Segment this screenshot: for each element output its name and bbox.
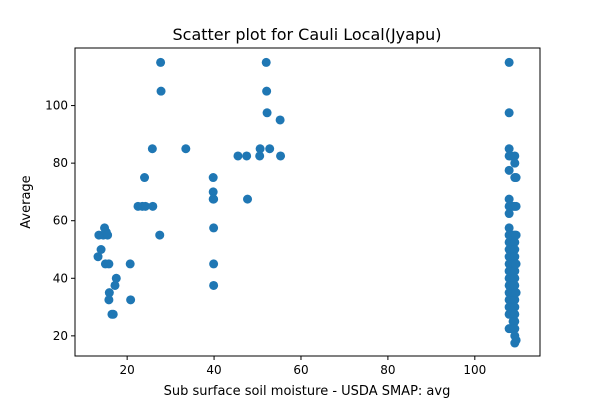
scatter-point [510,252,520,262]
scatter-point [261,57,271,67]
ticks-layer: 20 40 60 80 100 20 40 60 80 100 [45,99,486,377]
scatter-point [233,151,243,161]
x-axis-label: Sub surface soil moisture - USDA SMAP: a… [164,384,451,399]
y-tick-label: 60 [53,214,68,228]
scatter-point [510,302,520,312]
scatter-point [110,280,120,290]
scatter-point [209,194,219,204]
scatter-point [504,194,514,204]
scatter-point [104,288,114,298]
scatter-point [209,223,219,233]
scatter-point [148,201,158,211]
scatter-point [510,295,520,305]
x-tick-label: 20 [120,363,135,377]
scatter-point [510,273,520,283]
scatter-point [511,259,521,269]
y-axis-label: Average [19,175,34,228]
scatter-point [511,288,521,298]
scatter-point [511,201,521,211]
scatter-point [511,230,521,240]
x-tick-label: 100 [463,363,486,377]
scatter-point [255,144,265,154]
y-tick-label: 100 [45,99,68,113]
scatter-point [504,108,514,118]
scatter-point [104,259,114,269]
scatter-point [275,115,285,125]
y-tick-label: 40 [53,271,68,285]
scatter-point [504,165,514,175]
scatter-point [510,316,520,326]
scatter-point [208,173,218,183]
scatter-point [504,209,514,219]
scatter-point [510,324,520,334]
scatter-point [140,201,150,211]
scatter-point [276,151,286,161]
scatter-point [243,194,253,204]
scatter-point [504,144,514,154]
scatter-point [510,237,520,247]
scatter-point [510,266,520,276]
points-layer [93,57,521,348]
scatter-point [156,86,166,96]
y-tick-label: 20 [53,329,68,343]
y-tick-label: 80 [53,156,68,170]
scatter-point [504,57,514,67]
scatter-point [511,173,521,183]
chart-title: Scatter plot for Cauli Local(Jyapu) [173,25,442,44]
scatter-point [96,244,106,254]
scatter-point [181,144,191,154]
scatter-point [255,151,265,161]
scatter-point [262,86,272,96]
scatter-point [108,309,118,319]
scatter-point [510,244,520,254]
scatter-point [265,144,275,154]
plot-frame [74,47,541,357]
scatter-point [155,230,165,240]
x-tick-label: 60 [293,363,308,377]
scatter-point [111,273,121,283]
scatter-point [147,144,157,154]
x-tick-label: 80 [380,363,395,377]
scatter-point [126,295,136,305]
scatter-point [209,259,219,269]
scatter-point [242,151,252,161]
scatter-point [209,280,219,290]
scatter-point [510,309,520,319]
scatter-point [504,223,514,233]
scatter-point [104,295,114,305]
scatter-point [125,259,135,269]
x-tick-label: 40 [206,363,221,377]
scatter-point [511,335,521,345]
scatter-point [103,230,113,240]
scatter-point [510,158,520,168]
scatter-point [140,173,150,183]
scatter-point [156,57,166,67]
scatter-point [93,252,103,262]
scatter-point [262,108,272,118]
scatter-point [208,187,218,197]
scatter-point [510,280,520,290]
scatter-point [510,151,520,161]
